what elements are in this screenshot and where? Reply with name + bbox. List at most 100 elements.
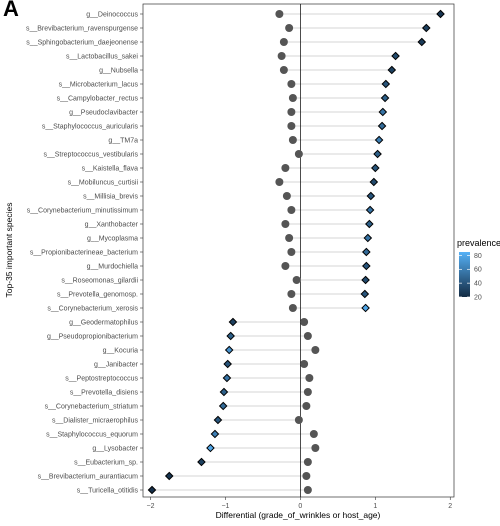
y-tick-label: g__TM7a [108, 137, 138, 144]
gray-point [303, 388, 312, 396]
gray-point [288, 94, 297, 102]
gray-point [302, 402, 311, 410]
y-tick-label: s__Dialister_micraerophilus [52, 417, 138, 424]
diamond-point [365, 219, 374, 229]
diamond-point [361, 275, 370, 285]
diamond-point [218, 401, 228, 411]
y-axis-ticks: g__Deinococcus s__Brevibacterium_ravenspu… [26, 11, 143, 494]
diamond-point [436, 9, 445, 19]
gray-point [309, 430, 318, 438]
gray-point [279, 38, 288, 46]
gray-point [285, 24, 294, 32]
y-tick-label: s__Streptococcus_vestibularis [43, 151, 138, 158]
y-tick-label: s__Corynebacterium_minutissimum [27, 207, 138, 214]
y-tick-label: g__Lysobacter [92, 445, 138, 452]
y-axis-title: Top-35 important species [4, 203, 14, 298]
y-tick-label: s__Roseomonas_gilardii [61, 277, 138, 284]
diamond-point [362, 261, 371, 271]
diamond-point [417, 37, 427, 47]
diamond-point [391, 51, 400, 61]
gray-points [275, 10, 320, 494]
diamond-point [362, 247, 371, 257]
diamond-point [365, 205, 375, 215]
plot-panel [142, 3, 455, 498]
legend-tick-label: 20 [474, 294, 482, 301]
gray-point [294, 150, 303, 158]
diamond-point [381, 79, 391, 89]
gray-point [287, 206, 296, 214]
y-tick-label: s__Staphylococcus_auricularis [42, 123, 139, 130]
y-tick-label: g__Xanthobacter [85, 221, 139, 228]
diamond-point [210, 429, 220, 439]
diamond-point [223, 359, 232, 369]
diamond-point [374, 135, 384, 145]
gray-point [300, 360, 309, 368]
diamond-point [371, 163, 380, 173]
y-tick-label: s__Brevibacterium_ravenspurgense [26, 25, 138, 32]
gray-point [311, 346, 320, 354]
legend-title: prevalence [457, 238, 500, 248]
diamond-point [421, 23, 431, 33]
gray-point [277, 52, 286, 60]
gray-point [288, 304, 297, 312]
y-tick-label: s__Lactobacillus_sakei [66, 53, 138, 60]
gray-point [287, 290, 296, 298]
diamond-point [378, 107, 388, 117]
y-tick-label: g__Geodermatophilus [69, 319, 138, 326]
diamond-point [366, 191, 376, 201]
gray-point [305, 374, 314, 382]
diamond-point [219, 387, 229, 397]
legend: prevalence 20 40 60 80 [457, 238, 500, 301]
diamond-point [226, 331, 235, 341]
gray-point [287, 122, 296, 130]
y-tick-label: s__Mobiluncus_curtisii [68, 179, 139, 186]
diamond-point [224, 345, 234, 355]
legend-ticks: 20 40 60 80 [459, 253, 482, 301]
y-tick-label: g__Pseudopropionibacterium [47, 333, 138, 340]
diamond-point [360, 289, 370, 299]
gray-point [282, 192, 291, 200]
x-axis-title: Differential (grade_of_wrinkles or host_… [216, 510, 381, 520]
y-tick-label: g__Nubsella [99, 67, 138, 74]
gray-point [302, 472, 311, 480]
x-tick-label: 1 [373, 503, 377, 510]
diamond-point [164, 471, 174, 481]
diamond-point [197, 457, 206, 467]
y-tick-label: s__Microbacterium_lacus [59, 81, 139, 88]
y-tick-label: s__Corynebacterium_xerosis [47, 305, 138, 312]
gray-point [303, 486, 312, 494]
diamond-point [387, 65, 397, 75]
diamond-point [222, 373, 232, 383]
gray-point [281, 164, 290, 172]
y-tick-label: s__Corynebacterium_striatum [45, 403, 139, 410]
gray-point [275, 178, 284, 186]
legend-tick-label: 60 [474, 267, 482, 274]
gray-point [303, 332, 312, 340]
y-tick-label: s__Propionibacterineae_bacterium [30, 249, 138, 256]
y-tick-label: g__Mycoplasma [87, 235, 138, 242]
diamond-point [213, 415, 223, 425]
gray-point [287, 108, 296, 116]
legend-tick-label: 80 [474, 253, 482, 260]
y-tick-label: s__Prevotella_genomosp. [57, 291, 138, 298]
diamond-point [206, 443, 215, 453]
gray-point [287, 80, 296, 88]
legend-tick-label: 40 [474, 281, 482, 288]
diamond-point [380, 93, 390, 103]
gray-point [287, 248, 296, 256]
gray-point [281, 262, 290, 270]
y-tick-label: g__Murdochiella [87, 263, 138, 270]
x-tick-label: −1 [221, 503, 229, 510]
y-tick-label: g__Janibacter [94, 361, 139, 368]
y-tick-label: s__Turicella_otitidis [77, 487, 139, 494]
panel-letter: A [3, 0, 19, 21]
x-tick-label: 0 [298, 503, 302, 510]
gray-point [311, 444, 320, 452]
diamond-point [228, 317, 238, 327]
diamond-point [377, 121, 387, 131]
y-tick-label: g__Deinococcus [86, 11, 138, 18]
segments [151, 13, 441, 491]
diamond-point [373, 149, 382, 159]
gray-point [303, 458, 312, 466]
diamond-point [363, 233, 373, 243]
